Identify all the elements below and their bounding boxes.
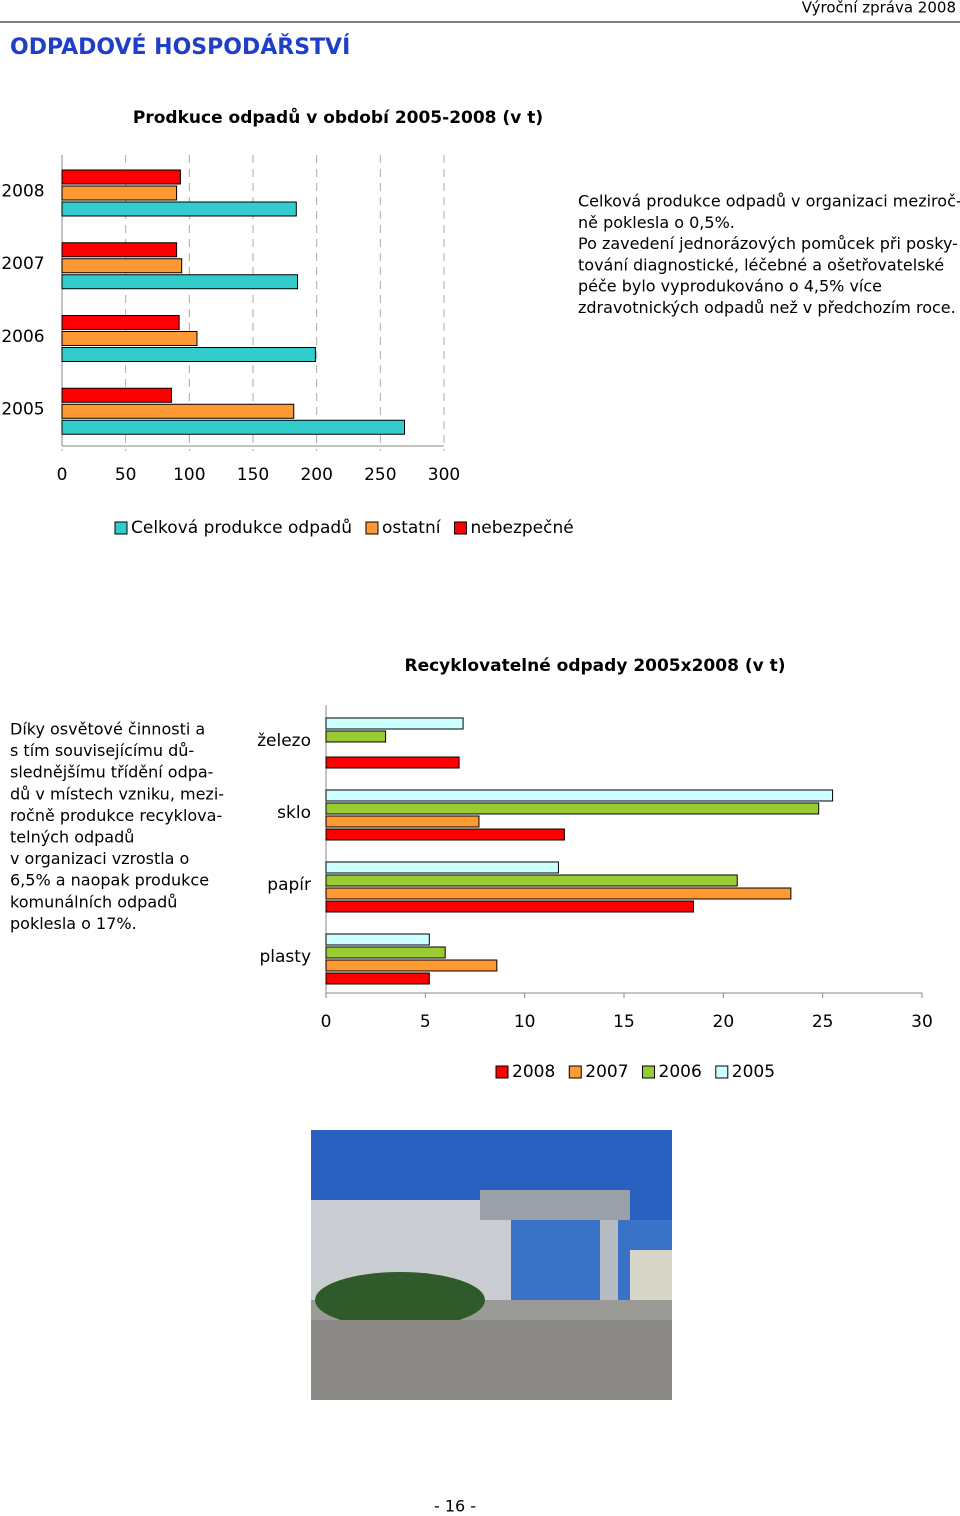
legend-label: ostatní	[382, 518, 442, 538]
legend-label: 2006	[659, 1062, 702, 1082]
bar	[325, 756, 460, 769]
x-tick-label: 5	[420, 1012, 431, 1032]
y-tick-label: 2006	[1, 327, 44, 347]
bar	[61, 347, 316, 362]
legend-label: 2005	[732, 1062, 775, 1082]
bar	[325, 959, 498, 972]
y-tick-label: 2005	[1, 400, 44, 420]
legend-label: Celková produkce odpadů	[131, 518, 352, 538]
legend-label: 2008	[512, 1062, 555, 1082]
note-line: Celková produkce odpadů v organizaci mez…	[578, 192, 960, 211]
bar	[61, 331, 198, 346]
x-tick-label: 0	[57, 465, 68, 485]
bar	[61, 258, 183, 274]
x-tick-label: 100	[173, 465, 205, 485]
legend-swatch	[568, 1065, 582, 1079]
bar	[325, 815, 480, 828]
x-tick-label: 30	[911, 1012, 933, 1032]
bar	[61, 242, 178, 258]
x-tick-label: 0	[321, 1012, 332, 1032]
note-line: zdravotnických odpadů než v předchozím r…	[578, 298, 956, 317]
bar	[61, 201, 297, 217]
bar	[325, 789, 834, 802]
y-tick-label: 2008	[1, 181, 44, 201]
legend-label: nebezpečné	[470, 518, 573, 538]
note-line: Díky osvětové činnosti a	[10, 720, 205, 739]
bar	[61, 419, 406, 435]
x-tick-label: 25	[812, 1012, 834, 1032]
x-tick-label: 300	[428, 465, 460, 485]
bar	[325, 900, 695, 913]
note-line: ročně produkce recyklova-	[10, 806, 222, 825]
note-line: komunálních odpadů	[10, 892, 177, 911]
note-line: tování diagnostické, léčebné a ošetřovat…	[578, 255, 944, 274]
photo	[311, 1130, 672, 1400]
y-tick-label: sklo	[277, 803, 311, 823]
page-number: - 16 -	[434, 1497, 476, 1516]
bar	[325, 717, 464, 730]
bar	[61, 169, 181, 185]
legend-swatch	[365, 521, 379, 535]
x-tick-label: 250	[364, 465, 396, 485]
legend-swatch	[642, 1065, 656, 1079]
x-tick-label: 150	[237, 465, 269, 485]
section-heading: ODPADOVÉ HOSPODÁŘSTVÍ	[10, 34, 350, 60]
bar	[61, 274, 299, 290]
note-line: 6,5% a naopak produkce	[10, 871, 209, 890]
x-tick-label: 20	[713, 1012, 735, 1032]
bar	[325, 887, 792, 900]
bar	[325, 874, 738, 887]
note-line: poklesla o 17%.	[10, 914, 137, 933]
legend-swatch	[114, 521, 128, 535]
x-tick-label: 15	[613, 1012, 635, 1032]
legend-swatch	[495, 1065, 509, 1079]
note-line: péče bylo vyprodukováno o 4,5% více	[578, 277, 882, 296]
chart-title: Prodkuce odpadů v období 2005-2008 (v t)	[133, 106, 543, 128]
bar	[325, 946, 446, 959]
page-header: Výroční zpráva 2008	[802, 0, 956, 17]
note-line: s tím souvisejícímu dů-	[10, 741, 194, 760]
x-tick-label: 200	[300, 465, 332, 485]
bar	[61, 403, 295, 419]
note-line: telných odpadů	[10, 828, 134, 847]
x-tick-label: 10	[514, 1012, 536, 1032]
note-line: Po zavedení jednorázových pomůcek při po…	[578, 234, 958, 253]
legend-label: 2007	[585, 1062, 628, 1082]
y-tick-label: papír	[267, 875, 311, 895]
y-tick-label: 2007	[1, 254, 44, 274]
bar	[325, 972, 430, 985]
bar	[325, 802, 820, 815]
note-line: v organizaci vzrostla o	[10, 849, 189, 868]
bar	[61, 387, 173, 403]
y-tick-label: železo	[257, 731, 311, 751]
note-line: ně poklesla o 0,5%.	[578, 213, 735, 232]
bar	[61, 185, 178, 201]
bar	[325, 933, 430, 946]
note-line: dů v místech vzniku, mezi-	[10, 784, 224, 803]
bar	[61, 315, 180, 330]
note-line: slednějšímu třídění odpa-	[10, 763, 213, 782]
bar	[325, 828, 565, 841]
x-tick-label: 50	[115, 465, 137, 485]
legend-swatch	[453, 521, 467, 535]
chart-title: Recyklovatelné odpady 2005x2008 (v t)	[404, 656, 785, 676]
bar	[325, 730, 387, 743]
bar	[325, 861, 559, 874]
legend-swatch	[715, 1065, 729, 1079]
y-tick-label: plasty	[259, 947, 311, 967]
